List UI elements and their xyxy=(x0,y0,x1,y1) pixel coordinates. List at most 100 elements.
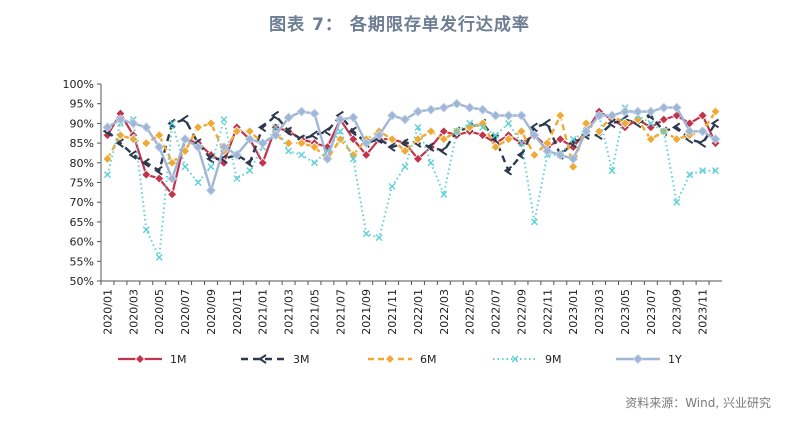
point-1Y xyxy=(283,112,294,123)
point-1Y xyxy=(231,149,242,160)
point-6M xyxy=(529,149,540,160)
point-6M xyxy=(205,118,217,129)
point-3M xyxy=(348,126,357,137)
x-tick-label: 2023/07 xyxy=(645,289,658,335)
y-tick-label: 50% xyxy=(70,275,94,288)
point-1Y xyxy=(619,106,631,117)
point-3M xyxy=(141,157,150,168)
point-1Y xyxy=(581,126,592,137)
point-6M xyxy=(387,134,398,145)
point-6M xyxy=(438,134,449,145)
point-1Y xyxy=(102,122,113,133)
point-1Y xyxy=(594,110,605,121)
point-1Y xyxy=(529,130,540,141)
point-3M xyxy=(115,138,124,148)
point-1M xyxy=(658,114,669,125)
y-tick-label: 90% xyxy=(70,117,94,130)
point-9M xyxy=(505,119,513,127)
point-6M xyxy=(141,138,152,149)
point-1Y xyxy=(412,106,424,117)
point-1Y xyxy=(503,110,514,121)
point-1Y xyxy=(658,102,669,113)
point-6M xyxy=(671,134,682,145)
point-1Y xyxy=(244,134,255,145)
point-1Y xyxy=(542,145,553,157)
x-tick-label: 2020/03 xyxy=(127,289,140,335)
point-3M xyxy=(439,146,448,156)
point-3M xyxy=(180,114,189,125)
point-1Y xyxy=(399,114,411,125)
legend-marker-9M xyxy=(511,355,519,363)
point-3M xyxy=(697,138,707,148)
source-note: 资料来源：Wind, 兴业研究 xyxy=(625,396,771,410)
point-9M xyxy=(103,171,111,179)
point-9M xyxy=(427,159,435,167)
point-1Y xyxy=(387,110,398,121)
point-1M xyxy=(348,134,359,145)
point-1Y xyxy=(218,141,229,153)
point-9M xyxy=(298,151,306,159)
point-1M xyxy=(361,149,372,160)
x-tick-label: 2023/05 xyxy=(619,289,632,335)
point-1Y xyxy=(167,173,178,184)
point-1Y xyxy=(141,122,152,133)
point-3M xyxy=(426,142,435,152)
point-9M xyxy=(388,182,396,190)
point-6M xyxy=(102,153,113,164)
point-6M xyxy=(710,106,721,117)
x-tick-label: 2022/07 xyxy=(490,289,503,335)
point-9M xyxy=(660,127,668,135)
point-9M xyxy=(375,234,383,242)
x-tick-label: 2021/11 xyxy=(386,289,399,335)
point-9M xyxy=(517,139,525,147)
point-1Y xyxy=(192,141,204,153)
point-3M xyxy=(283,126,293,137)
point-6M xyxy=(503,134,514,145)
point-1Y xyxy=(555,149,566,160)
point-1Y xyxy=(464,102,475,113)
point-9M xyxy=(401,163,409,171)
legend-marker-1Y xyxy=(632,353,644,365)
y-tick-label: 100% xyxy=(63,78,94,91)
point-6M xyxy=(192,122,204,133)
point-3M xyxy=(542,118,551,129)
point-3M xyxy=(309,130,319,141)
x-tick-label: 2023/11 xyxy=(697,289,710,335)
point-9M xyxy=(453,127,461,135)
point-1Y xyxy=(257,138,268,149)
point-9M xyxy=(220,115,228,123)
x-tick-label: 2022/05 xyxy=(464,289,477,335)
legend-label-3M: 3M xyxy=(293,353,310,366)
point-1M xyxy=(218,157,229,168)
point-3M xyxy=(516,150,526,160)
point-3M xyxy=(270,110,280,121)
point-1Y xyxy=(671,102,682,113)
point-6M xyxy=(645,134,656,145)
point-1Y xyxy=(606,110,618,121)
point-1Y xyxy=(568,153,579,164)
x-tick-label: 2021/01 xyxy=(257,289,270,335)
x-tick-label: 2020/01 xyxy=(101,289,114,335)
point-1Y xyxy=(516,110,527,121)
series-line-3M xyxy=(106,114,717,172)
y-tick-label: 75% xyxy=(70,177,94,190)
point-9M xyxy=(466,119,474,127)
point-1M xyxy=(167,189,178,200)
point-1M xyxy=(477,130,488,141)
x-tick-label: 2022/09 xyxy=(515,289,528,335)
point-1Y xyxy=(697,126,708,137)
point-6M xyxy=(231,126,242,137)
point-1Y xyxy=(425,104,436,115)
point-9M xyxy=(569,135,577,143)
legend-label-6M: 6M xyxy=(420,353,437,366)
point-1M xyxy=(555,134,566,145)
point-9M xyxy=(207,163,215,171)
point-1Y xyxy=(710,134,721,145)
point-1M xyxy=(697,110,708,121)
point-3M xyxy=(400,138,409,148)
point-1Y xyxy=(296,106,307,117)
point-6M xyxy=(309,141,320,153)
point-1Y xyxy=(115,114,126,125)
point-9M xyxy=(712,167,720,175)
